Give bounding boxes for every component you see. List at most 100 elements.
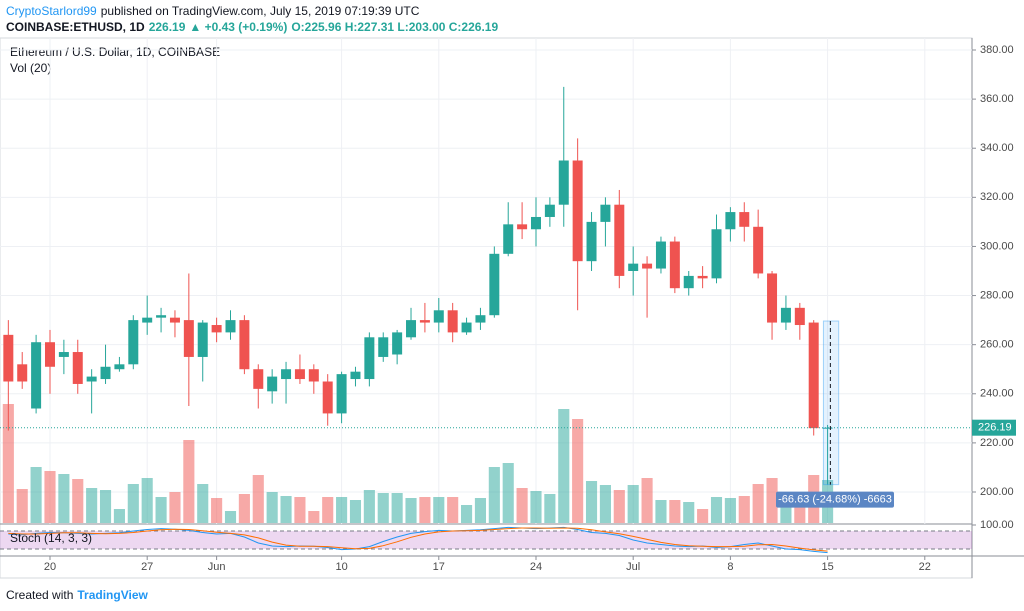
candle-body bbox=[544, 204, 555, 217]
volume-bar bbox=[447, 497, 459, 523]
volume-bar bbox=[585, 481, 598, 523]
y-tick-label: 240.00 bbox=[980, 388, 1014, 400]
symbol-line: COINBASE:ETHUSD, 1D 226.19 ▲ +0.43 (+0.19%… bbox=[6, 20, 502, 34]
volume-bar bbox=[44, 471, 56, 523]
candle-body bbox=[433, 310, 444, 323]
volume-bar bbox=[294, 497, 306, 523]
candle-body bbox=[683, 275, 694, 289]
candle-body bbox=[517, 224, 528, 230]
candle-body bbox=[822, 427, 833, 429]
volume-bar bbox=[308, 511, 320, 523]
volume-bar bbox=[322, 497, 334, 523]
candle-body bbox=[169, 317, 180, 323]
candle-body bbox=[44, 342, 55, 367]
last-price-box bbox=[972, 419, 1016, 436]
volume-bar bbox=[266, 492, 278, 523]
volume-bar bbox=[488, 467, 500, 523]
published: published on TradingView.com, July 15, 2… bbox=[100, 4, 420, 18]
candle-body bbox=[183, 320, 194, 357]
volume-bar bbox=[280, 496, 292, 523]
volume-bar bbox=[655, 500, 667, 523]
candle-body bbox=[558, 160, 569, 205]
candle-body bbox=[72, 352, 83, 384]
y-tick-label: 320.00 bbox=[980, 191, 1014, 203]
volume-bar bbox=[349, 500, 362, 523]
x-tick-label: 27 bbox=[141, 561, 153, 573]
x-tick-label: 8 bbox=[727, 561, 733, 573]
candle-body bbox=[572, 160, 583, 262]
candle-body bbox=[794, 307, 805, 326]
y-tick-label: 300.00 bbox=[980, 240, 1014, 252]
volume-bar bbox=[16, 489, 28, 523]
x-tick-label: 24 bbox=[530, 561, 542, 573]
volume-bar bbox=[336, 497, 348, 523]
volume-bar bbox=[211, 498, 223, 523]
volume-bar bbox=[794, 500, 806, 523]
candle-body bbox=[586, 221, 597, 262]
candle-body bbox=[378, 337, 389, 357]
brand[interactable]: TradingView bbox=[77, 588, 148, 602]
volume-bar bbox=[752, 484, 764, 523]
volume-bar bbox=[697, 509, 709, 523]
candle-body bbox=[642, 263, 653, 269]
volume-bar bbox=[502, 463, 514, 523]
last-price-label: 226.19 bbox=[978, 422, 1012, 434]
candle-body bbox=[3, 334, 14, 382]
price: 226.19 bbox=[148, 20, 186, 34]
volume-bar bbox=[238, 494, 250, 523]
candle-body bbox=[142, 317, 153, 323]
candle-body bbox=[100, 366, 111, 380]
candle-body bbox=[211, 325, 222, 333]
volume-bar bbox=[558, 409, 570, 523]
candle-body bbox=[225, 320, 236, 333]
y-tick-label: 200.00 bbox=[980, 486, 1014, 498]
candle-body bbox=[711, 229, 722, 279]
volume-bar bbox=[169, 492, 181, 523]
volume-bar bbox=[780, 496, 792, 523]
candle-body bbox=[503, 224, 514, 254]
volume-bar bbox=[613, 490, 625, 523]
volume-bar bbox=[99, 490, 112, 523]
candle-body bbox=[808, 322, 819, 429]
volume-bar bbox=[183, 440, 195, 523]
volume-bar bbox=[669, 500, 681, 523]
candle-body bbox=[461, 322, 472, 333]
volume-bar bbox=[86, 488, 98, 523]
candle-body bbox=[697, 275, 708, 279]
y-tick-label: 380.00 bbox=[980, 44, 1014, 56]
candle-body bbox=[739, 212, 750, 227]
volume-bar bbox=[405, 498, 417, 523]
author[interactable]: CryptoStarlord99 bbox=[6, 4, 97, 18]
volume-bar bbox=[599, 485, 611, 523]
volume-bar bbox=[572, 419, 584, 523]
volume-bar bbox=[516, 488, 528, 523]
candle-body bbox=[475, 315, 486, 323]
candle-body bbox=[336, 374, 347, 414]
volume-bar bbox=[738, 496, 750, 523]
volume-bar bbox=[363, 490, 375, 523]
candle-body bbox=[197, 322, 208, 357]
candle-body bbox=[267, 376, 278, 392]
volume-bar bbox=[530, 491, 542, 523]
candle-body bbox=[392, 332, 403, 355]
x-tick-label: 15 bbox=[821, 561, 833, 573]
volume-bar bbox=[433, 497, 445, 523]
x-tick-label: 10 bbox=[335, 561, 347, 573]
volume-bar bbox=[641, 478, 653, 523]
candle-body bbox=[350, 371, 361, 380]
volume-bar bbox=[113, 509, 125, 523]
volume-bar bbox=[419, 497, 431, 523]
volume-bar bbox=[391, 493, 403, 523]
y-tick-label: 360.00 bbox=[980, 93, 1014, 105]
volume-bar bbox=[544, 494, 556, 523]
candle-body bbox=[419, 320, 430, 323]
change: ▲ +0.43 (+0.19%) bbox=[189, 20, 288, 34]
y-tick-label: 100.00 bbox=[980, 519, 1014, 531]
candle-body bbox=[58, 352, 69, 357]
y-tick-label: 280.00 bbox=[980, 289, 1014, 301]
candle-body bbox=[753, 226, 764, 274]
volume-bar bbox=[474, 498, 486, 523]
footer: Created with TradingView bbox=[6, 588, 148, 602]
volume-bar bbox=[461, 505, 473, 523]
